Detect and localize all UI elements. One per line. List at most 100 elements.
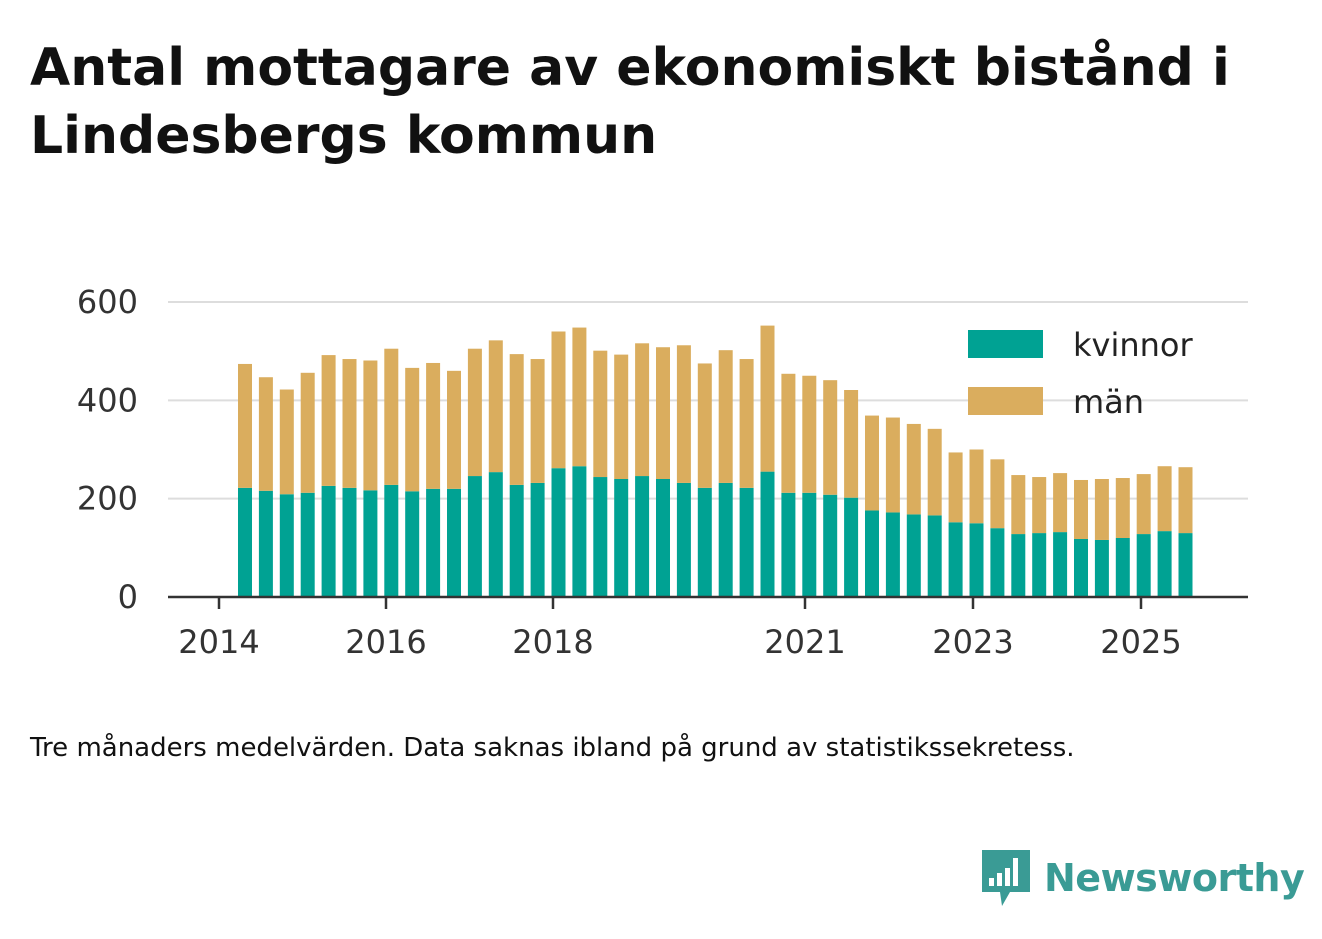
bar-man <box>948 452 963 523</box>
bar-man <box>321 355 336 486</box>
bar-man <box>614 354 629 479</box>
bar-man <box>739 359 754 488</box>
bar-man <box>1011 475 1026 535</box>
bar-kvinnor <box>384 484 399 597</box>
chart-title: Antal mottagare av ekonomiskt bistånd i … <box>30 38 1230 166</box>
bar-kvinnor <box>405 491 420 597</box>
bar-man <box>279 389 294 495</box>
bar-man <box>1053 473 1068 533</box>
bar-man <box>426 362 441 489</box>
bar-man <box>823 380 838 495</box>
bar-kvinnor <box>885 512 900 597</box>
bar-man <box>363 360 378 491</box>
bar-kvinnor <box>781 492 796 597</box>
bar-kvinnor <box>739 487 754 597</box>
y-tick-label: 600 <box>77 283 138 321</box>
bar-kvinnor <box>760 471 775 597</box>
bar-kvinnor <box>509 484 524 597</box>
bar-kvinnor <box>969 523 984 597</box>
bar-man <box>760 325 775 472</box>
bar-man <box>572 327 587 467</box>
bar-kvinnor <box>718 482 733 597</box>
bar-kvinnor <box>1178 533 1193 597</box>
bar-kvinnor <box>342 487 357 597</box>
bar-kvinnor <box>802 492 817 597</box>
bar-man <box>488 340 503 473</box>
legend: kvinnor män <box>968 326 1194 421</box>
bar-man <box>1157 466 1172 532</box>
bar-man <box>551 331 566 469</box>
bar-kvinnor <box>363 490 378 597</box>
bar-man <box>906 423 921 515</box>
bar-kvinnor <box>551 468 566 597</box>
bar-man <box>1032 477 1047 534</box>
bar-man <box>405 367 420 492</box>
bar-man <box>1136 474 1151 535</box>
bar-kvinnor <box>676 482 691 597</box>
bar-man <box>844 390 859 498</box>
bar-man <box>802 375 817 493</box>
legend-swatch-man <box>968 387 1043 415</box>
bar-kvinnor <box>1157 531 1172 597</box>
bar-man <box>384 348 399 485</box>
bar-kvinnor <box>906 514 921 597</box>
bar-man <box>258 377 273 491</box>
bar-kvinnor <box>447 488 461 597</box>
bar-kvinnor <box>467 476 482 597</box>
bar-kvinnor <box>656 479 670 597</box>
bar-kvinnor <box>300 492 315 597</box>
bar-man <box>1074 479 1088 539</box>
x-tick-label: 2023 <box>932 623 1013 661</box>
bar-kvinnor <box>258 490 273 597</box>
bar-kvinnor <box>614 479 629 597</box>
legend-label-kvinnor: kvinnor <box>1073 326 1194 364</box>
bar-kvinnor <box>635 476 650 597</box>
legend-label-man: män <box>1073 383 1144 421</box>
bar-man <box>990 459 1005 529</box>
legend-swatch-kvinnor <box>968 330 1043 358</box>
y-tick-label: 200 <box>77 480 138 518</box>
bar-kvinnor <box>530 482 545 597</box>
bar-man <box>342 359 357 488</box>
bar-kvinnor <box>321 485 336 597</box>
bar-man <box>447 370 461 489</box>
y-tick-label: 400 <box>77 381 138 419</box>
x-tick-label: 2014 <box>178 623 259 661</box>
bar-kvinnor <box>1032 533 1047 597</box>
bar-kvinnor <box>1011 534 1026 597</box>
bar-kvinnor <box>948 522 963 597</box>
bar-kvinnor <box>990 528 1005 597</box>
y-tick-label: 0 <box>118 578 138 616</box>
bar-kvinnor <box>238 487 252 597</box>
x-tick-label: 2025 <box>1100 623 1181 661</box>
bar-man <box>635 343 650 477</box>
bar-man <box>1094 479 1109 540</box>
bar-man <box>530 359 545 483</box>
bar-kvinnor <box>697 487 712 597</box>
bar-man <box>467 348 482 477</box>
bar-kvinnor <box>1074 538 1088 597</box>
bar-kvinnor <box>426 488 441 597</box>
bar-kvinnor <box>844 497 859 597</box>
x-tick-label: 2018 <box>512 623 593 661</box>
bar-kvinnor <box>865 510 879 597</box>
bar-kvinnor <box>927 515 942 597</box>
y-axis-labels: 0 200 400 600 <box>77 283 138 616</box>
bar-man <box>300 372 315 493</box>
bar-kvinnor <box>1136 534 1151 597</box>
bar-man <box>509 354 524 485</box>
bar-kvinnor <box>823 494 838 597</box>
bar-kvinnor <box>1053 532 1068 597</box>
bar-man <box>1115 478 1130 538</box>
footnote: Tre månaders medelvärden. Data saknas ib… <box>30 733 1075 763</box>
bar-kvinnor <box>1115 538 1130 597</box>
bar-man <box>656 347 670 479</box>
newsworthy-brand: Newsworthy <box>980 848 1305 908</box>
x-tick-label: 2021 <box>764 623 845 661</box>
newsworthy-logo-icon <box>982 850 1030 906</box>
bar-kvinnor <box>488 472 503 597</box>
bar-man <box>697 363 712 488</box>
bar-man <box>676 345 691 483</box>
bar-man <box>238 363 252 488</box>
bar-kvinnor <box>1094 539 1109 597</box>
